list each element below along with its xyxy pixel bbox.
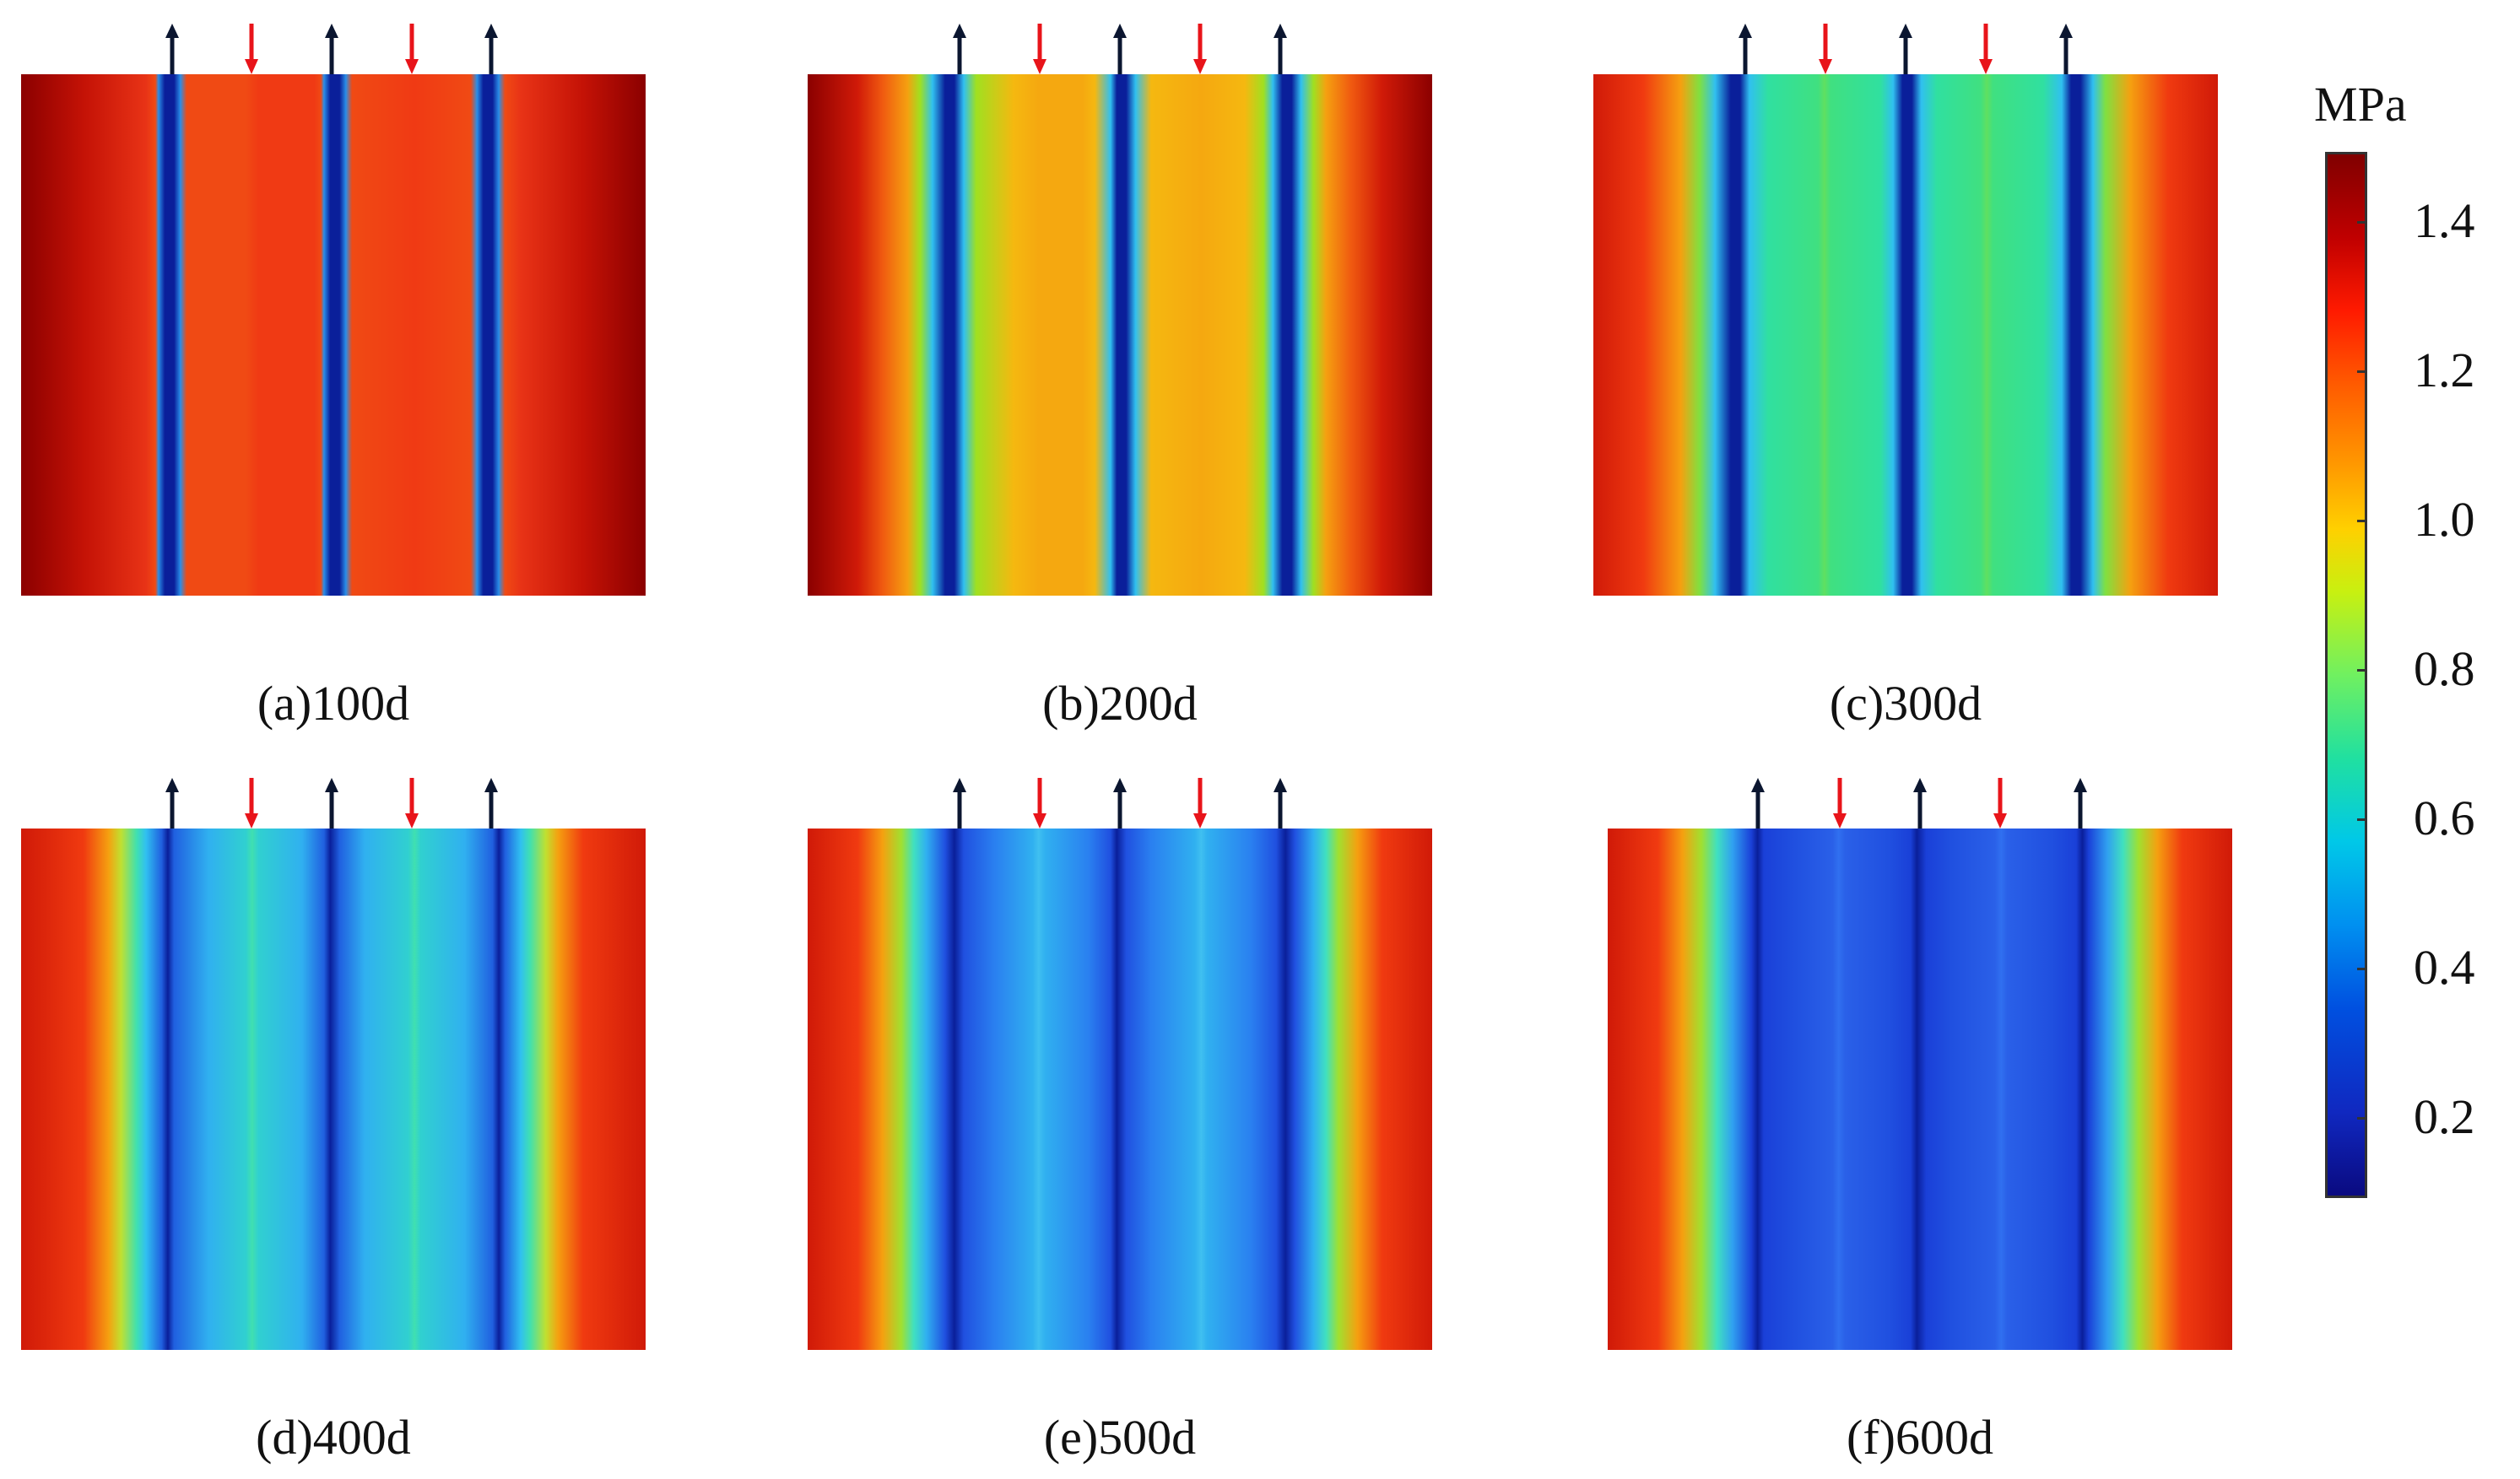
production-well-arrow-icon — [953, 778, 966, 829]
injection-well-arrow-icon — [405, 24, 419, 74]
colorbar-tick-label: 0.8 — [2414, 641, 2475, 696]
colorbar-tick-label: 1.4 — [2414, 193, 2475, 248]
panel-d-arrows — [165, 778, 498, 829]
panel-caption: (b)200d — [1042, 676, 1198, 731]
panel-caption: (c)300d — [1829, 676, 1982, 731]
colorbar-tick-label: 1.2 — [2414, 343, 2475, 397]
panel-caption: (e)500d — [1043, 1410, 1197, 1465]
injection-well-arrow-icon — [1033, 778, 1046, 829]
colorbar-tick-mark — [2357, 968, 2367, 970]
panel-e-arrows — [953, 778, 1287, 829]
production-well-arrow-icon — [1739, 24, 1752, 74]
pressure-field-f — [1608, 829, 2232, 1350]
pressure-field-d — [21, 829, 646, 1350]
pressure-field-e — [808, 829, 1432, 1350]
production-well-arrow-icon — [165, 778, 179, 829]
panel-c-arrows — [1739, 24, 2073, 74]
injection-well-arrow-icon — [1033, 24, 1046, 74]
pressure-field-a — [21, 74, 646, 596]
production-well-arrow-icon — [1751, 778, 1765, 829]
production-well-arrow-icon — [1274, 24, 1287, 74]
injection-well-arrow-icon — [245, 778, 258, 829]
colorbar-tick-label: 0.2 — [2414, 1089, 2475, 1144]
panel-b-arrows — [953, 24, 1287, 74]
production-well-arrow-icon — [484, 24, 498, 74]
production-well-arrow-icon — [484, 778, 498, 829]
colorbar-tick-mark — [2357, 1117, 2367, 1120]
production-well-arrow-icon — [953, 24, 966, 74]
colorbar-tick-label: 1.0 — [2414, 492, 2475, 547]
panel-f-arrows — [1751, 778, 2087, 829]
production-well-arrow-icon — [1913, 778, 1927, 829]
injection-well-arrow-icon — [1193, 778, 1207, 829]
panel-caption: (a)100d — [257, 676, 410, 731]
pressure-field-c — [1593, 74, 2218, 596]
injection-well-arrow-icon — [245, 24, 258, 74]
pressure-field-b — [808, 74, 1432, 596]
colorbar-unit-label: MPa — [2314, 77, 2407, 132]
production-well-arrow-icon — [325, 24, 338, 74]
injection-well-arrow-icon — [1979, 24, 1993, 74]
injection-well-arrow-icon — [405, 778, 419, 829]
panel-caption: (f)600d — [1847, 1410, 1993, 1465]
production-well-arrow-icon — [2074, 778, 2087, 829]
production-well-arrow-icon — [325, 778, 338, 829]
production-well-arrow-icon — [1899, 24, 1912, 74]
colorbar — [2325, 152, 2367, 1198]
colorbar-tick-label: 0.4 — [2414, 940, 2475, 995]
production-well-arrow-icon — [1274, 778, 1287, 829]
colorbar-tick-mark — [2357, 818, 2367, 821]
colorbar-tick-mark — [2357, 370, 2367, 373]
injection-well-arrow-icon — [1819, 24, 1832, 74]
production-well-arrow-icon — [2059, 24, 2073, 74]
production-well-arrow-icon — [165, 24, 179, 74]
production-well-arrow-icon — [1113, 778, 1127, 829]
injection-well-arrow-icon — [1193, 24, 1207, 74]
injection-well-arrow-icon — [1993, 778, 2007, 829]
colorbar-tick-label: 0.6 — [2414, 791, 2475, 845]
production-well-arrow-icon — [1113, 24, 1127, 74]
colorbar-tick-mark — [2357, 520, 2367, 522]
panel-a-arrows — [165, 24, 498, 74]
injection-well-arrow-icon — [1833, 778, 1847, 829]
colorbar-tick-mark — [2357, 221, 2367, 224]
panel-caption: (d)400d — [256, 1410, 411, 1465]
colorbar-tick-mark — [2357, 669, 2367, 672]
